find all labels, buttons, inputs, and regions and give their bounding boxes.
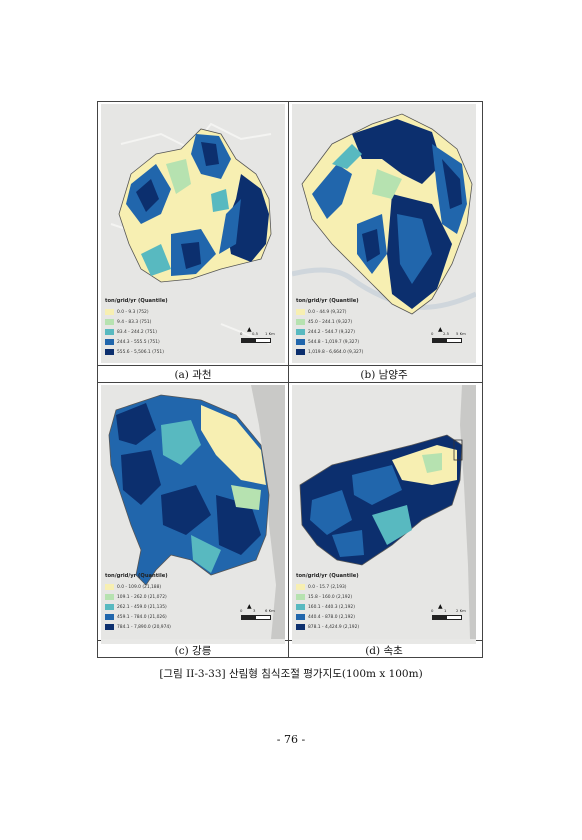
legend-item: 878.1 - 4,424.9 (2,192): [296, 622, 378, 632]
north-arrow-icon: ▲: [247, 603, 252, 610]
frame-divider-caption-bottom: [97, 640, 483, 641]
scale-bar: [432, 338, 462, 343]
scale-label-start: 0: [431, 608, 434, 613]
legend-sokcho: ton/grid/yr (Quantile) 0.0 - 15.7 (2,193…: [296, 573, 378, 632]
scale-label-start: 0: [431, 331, 434, 336]
legend-item: 440.4 - 878.0 (2,192): [296, 612, 378, 622]
legend-item: 9.4 - 83.3 (751): [105, 317, 187, 327]
scale-bar: [241, 615, 271, 620]
scale-bar: [432, 615, 462, 620]
legend-gwacheon: ton/grid/yr (Quantile) 0.0 - 9.3 (752) 9…: [105, 298, 187, 357]
legend-item: 1,019.8 - 6,664.0 (9,327): [296, 347, 378, 357]
legend-item: 160.1 - 440.3 (2,192): [296, 602, 378, 612]
legend-item: 15.8 - 160.0 (2,192): [296, 592, 378, 602]
frame-divider-vertical: [288, 101, 289, 658]
caption-namyangju: (b) 남양주: [360, 369, 408, 381]
frame-divider-caption-top: [97, 382, 483, 383]
legend-item: 244.3 - 555.5 (751): [105, 337, 187, 347]
legend-item: 83.4 - 244.2 (751): [105, 327, 187, 337]
scale-label-end: 2 Km: [456, 608, 466, 613]
scale-label-mid: 0.5: [252, 331, 259, 336]
legend-item: 0.0 - 44.9 (9,327): [296, 307, 378, 317]
scale-label-start: 0: [240, 608, 243, 613]
scale-label-mid: 1: [444, 608, 447, 613]
legend-title: ton/grid/yr (Quantile): [105, 298, 168, 304]
caption-gwacheon: (a) 과천: [174, 369, 212, 381]
map-gwacheon: [101, 104, 285, 363]
legend-item: 555.6 - 5,506.1 (751): [105, 347, 187, 357]
map-gangneung: [101, 385, 285, 639]
legend-item: 109.1 - 262.0 (21,072): [105, 592, 187, 602]
legend-namyangju: ton/grid/yr (Quantile) 0.0 - 44.9 (9,327…: [296, 298, 378, 357]
north-arrow-icon: ▲: [247, 326, 252, 333]
scale-label-end: 5 Km: [456, 331, 466, 336]
legend-title: ton/grid/yr (Quantile): [296, 298, 359, 304]
scale-label-end: 1 Km: [265, 331, 275, 336]
legend-item: 459.1 - 784.0 (21,026): [105, 612, 187, 622]
legend-item: 544.8 - 1,019.7 (9,327): [296, 337, 378, 347]
legend-item: 0.0 - 9.3 (752): [105, 307, 187, 317]
scale-label-start: 0: [240, 331, 243, 336]
map-panel-gangneung: ton/grid/yr (Quantile) 0.0 - 109.0 (21,1…: [101, 385, 285, 644]
map-namyangju: [292, 104, 476, 363]
scale-label-mid: 2.5: [443, 331, 450, 336]
caption-gangneung: (c) 강릉: [174, 645, 212, 657]
page-number: - 76 -: [276, 733, 306, 746]
map-panel-namyangju: ton/grid/yr (Quantile) 0.0 - 44.9 (9,327…: [292, 104, 476, 363]
map-sokcho: [292, 385, 476, 639]
legend-gangneung: ton/grid/yr (Quantile) 0.0 - 109.0 (21,1…: [105, 573, 187, 632]
frame-divider-top-captions: [97, 365, 483, 366]
scale-label-mid: 3: [253, 608, 256, 613]
north-arrow-icon: ▲: [438, 603, 443, 610]
legend-title: ton/grid/yr (Quantile): [296, 573, 359, 579]
map-panel-sokcho: ton/grid/yr (Quantile) 0.0 - 15.7 (2,193…: [292, 385, 476, 644]
scale-label-end: 6 Km: [265, 608, 275, 613]
legend-item: 784.1 - 7,890.0 (20,974): [105, 622, 187, 632]
legend-item: 262.1 - 459.0 (21,135): [105, 602, 187, 612]
legend-item: 0.0 - 109.0 (21,188): [105, 582, 187, 592]
scale-bar: [241, 338, 271, 343]
figure-frame: [97, 101, 483, 658]
legend-title: ton/grid/yr (Quantile): [105, 573, 168, 579]
legend-item: 45.0 - 244.1 (9,327): [296, 317, 378, 327]
figure-caption: [그림 II-3-33] 산림형 침식조절 평가지도(100m x 100m): [159, 668, 423, 680]
caption-sokcho: (d) 속초: [365, 645, 403, 657]
map-panel-gwacheon: ton/grid/yr (Quantile) 0.0 - 9.3 (752) 9…: [101, 104, 285, 363]
north-arrow-icon: ▲: [438, 326, 443, 333]
legend-item: 244.2 - 544.7 (9,327): [296, 327, 378, 337]
legend-item: 0.0 - 15.7 (2,193): [296, 582, 378, 592]
